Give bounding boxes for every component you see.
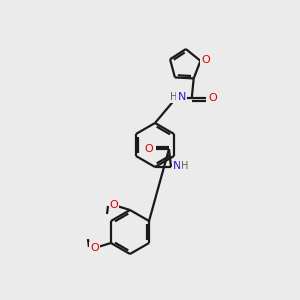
Text: H: H [181,161,189,171]
Text: O: O [208,93,217,103]
Text: O: O [201,55,210,65]
Text: H: H [170,92,177,102]
Text: O: O [110,200,118,210]
Text: O: O [91,243,99,253]
Text: N: N [178,92,186,102]
Text: O: O [145,144,153,154]
Text: N: N [173,161,181,171]
